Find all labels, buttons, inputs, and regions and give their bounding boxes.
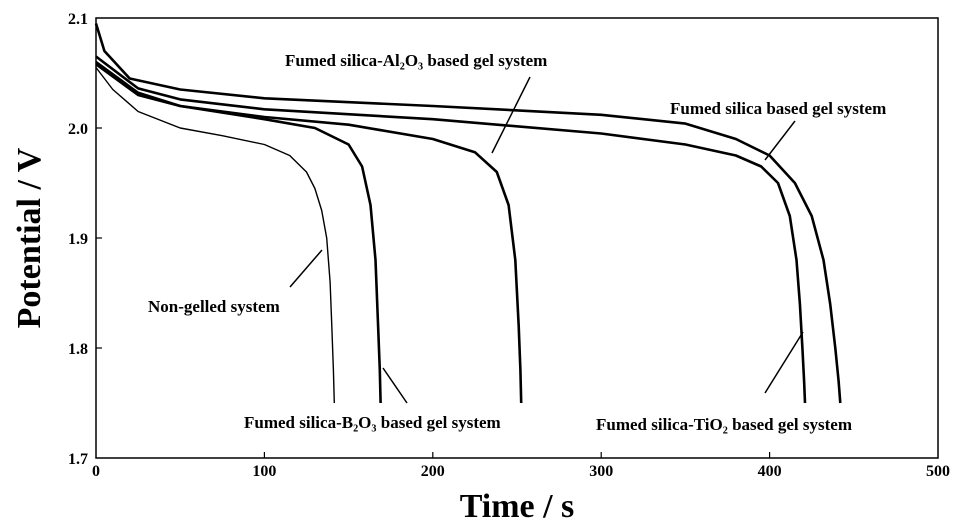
annotation-pointer-tio2 bbox=[764, 331, 804, 394]
x-tick-label: 300 bbox=[589, 463, 613, 480]
annotation-layer: Non-gelled system Fumed silica-B₂O₃ base… bbox=[148, 51, 886, 434]
x-tick-label: 0 bbox=[92, 463, 100, 480]
x-tick-label: 400 bbox=[758, 463, 782, 480]
y-tick-label: 1.9 bbox=[68, 231, 88, 248]
annotation-non-gelled: Non-gelled system bbox=[148, 297, 280, 316]
annotation-pointer-fumed-silica bbox=[764, 120, 796, 161]
y-tick-label: 2.1 bbox=[68, 11, 88, 28]
y-tick-label: 2.0 bbox=[68, 121, 88, 138]
plot-frame bbox=[95, 17, 939, 459]
series-line-al2o3 bbox=[95, 63, 523, 404]
annotation-al2o3: Fumed silica-Al₂O₃ based gel system bbox=[285, 51, 547, 70]
y-axis-title: Potential / V bbox=[11, 147, 48, 328]
annotation-pointer-al2o3 bbox=[491, 76, 531, 154]
annotation-pointer-b2o3 bbox=[382, 367, 408, 404]
annotation-b2o3: Fumed silica-B₂O₃ based gel system bbox=[244, 413, 501, 432]
ticks-layer: 0 100 200 300 400 500 1.7 1.8 1.9 2.0 2.1 bbox=[68, 11, 950, 480]
y-tick-label: 1.7 bbox=[68, 451, 88, 468]
annotation-pointer-non-gelled bbox=[289, 249, 323, 288]
x-tick-label: 200 bbox=[421, 463, 445, 480]
series-line-fumed-silica bbox=[94, 23, 842, 404]
series-line-non-gelled bbox=[95, 67, 335, 404]
annotation-tio2: Fumed silica-TiO₂ based gel system bbox=[596, 415, 852, 434]
x-tick-label: 500 bbox=[926, 463, 950, 480]
x-tick-label: 100 bbox=[252, 463, 276, 480]
y-tick-label: 1.8 bbox=[68, 341, 88, 358]
x-axis-title: Time / s bbox=[460, 488, 575, 525]
series-line-tio2 bbox=[95, 55, 807, 404]
annotation-fumed-silica: Fumed silica based gel system bbox=[670, 99, 886, 118]
series-layer bbox=[94, 23, 842, 404]
